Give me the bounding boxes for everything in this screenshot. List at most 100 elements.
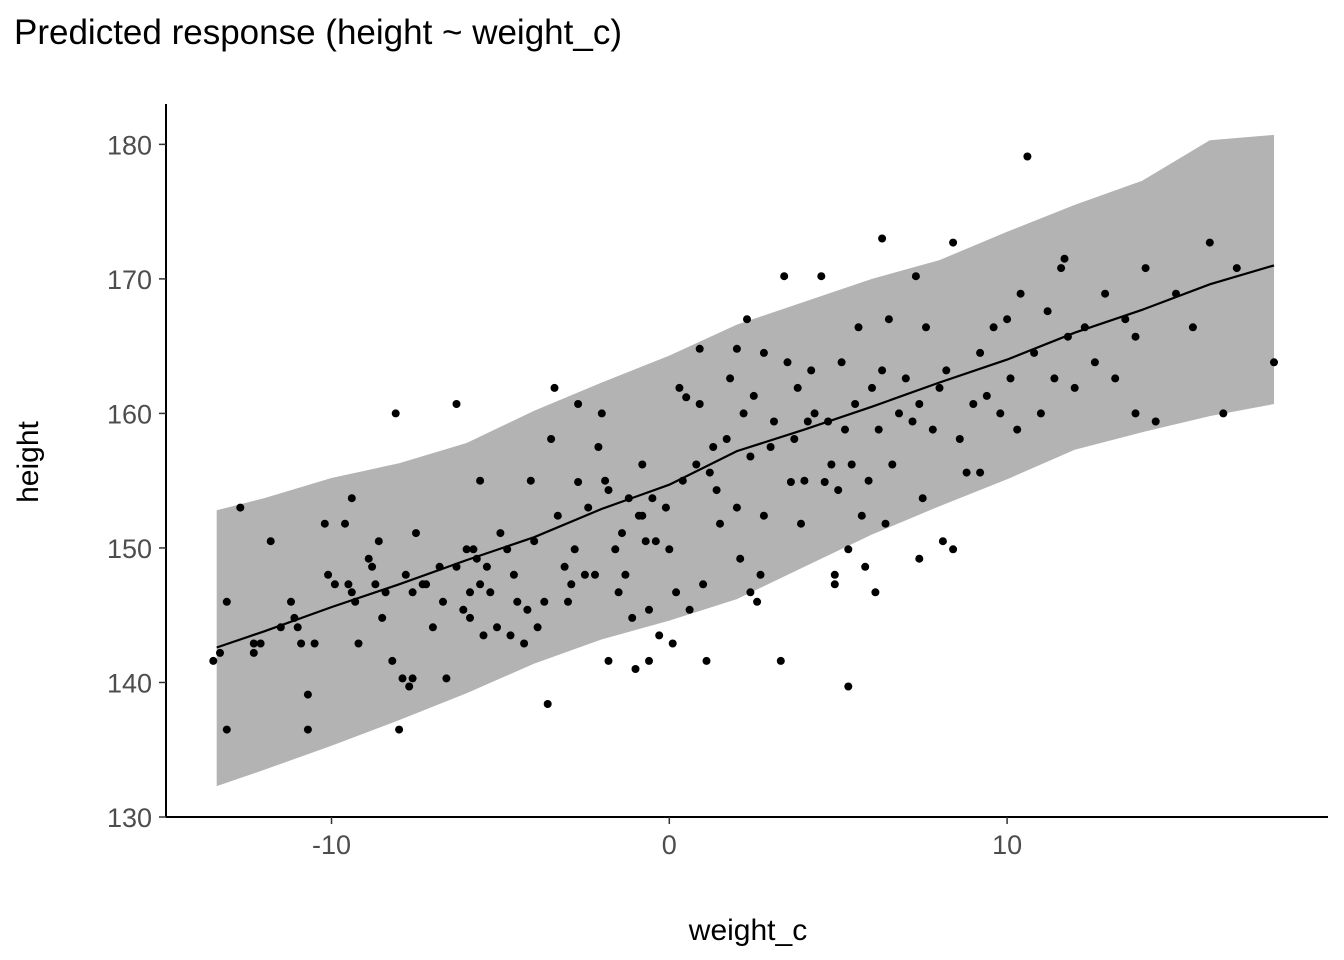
data-point (1023, 152, 1032, 161)
data-point (969, 400, 978, 408)
data-point (395, 725, 404, 734)
data-point (1232, 264, 1241, 273)
data-point (1030, 348, 1039, 357)
data-point (469, 545, 478, 554)
data-point (976, 468, 985, 477)
data-point (523, 605, 532, 614)
data-point (955, 435, 964, 443)
data-point (374, 537, 383, 546)
data-point (908, 417, 917, 426)
data-point (222, 597, 231, 606)
data-point (388, 656, 397, 665)
data-point (732, 503, 741, 512)
data-point (705, 468, 714, 477)
data-point (665, 545, 674, 554)
data-point (1131, 332, 1140, 341)
data-point (641, 537, 650, 546)
data-point (976, 348, 985, 357)
data-point (675, 383, 684, 392)
data-point (1013, 425, 1022, 434)
data-point (1141, 264, 1150, 273)
data-point (949, 545, 958, 554)
data-point (584, 503, 593, 512)
data-point (868, 383, 876, 392)
data-point (580, 570, 589, 579)
prediction-interval-band (216, 134, 1275, 787)
data-point (864, 476, 873, 485)
data-point (881, 519, 890, 528)
data-point (861, 562, 870, 571)
data-point (1172, 289, 1180, 298)
data-point (371, 580, 380, 589)
data-point (520, 639, 529, 648)
data-point (820, 478, 829, 486)
data-point (790, 435, 799, 443)
data-point (1070, 383, 1079, 392)
data-point (841, 425, 849, 434)
data-point (249, 639, 258, 648)
data-point (871, 588, 880, 597)
data-point (709, 443, 718, 451)
data-point (368, 562, 377, 571)
data-point (935, 383, 944, 392)
data-point (655, 631, 664, 640)
data-point (276, 623, 285, 632)
data-point (266, 537, 275, 546)
data-point (526, 476, 535, 485)
data-point (1205, 238, 1214, 247)
data-point (601, 476, 610, 485)
data-point (982, 391, 991, 400)
data-point (401, 570, 410, 579)
data-point (209, 656, 218, 665)
data-point (624, 494, 633, 503)
data-point (756, 570, 765, 579)
data-point (996, 409, 1005, 418)
data-point (604, 486, 613, 495)
data-point (651, 537, 660, 546)
data-point (496, 529, 505, 538)
data-point (1003, 315, 1012, 324)
data-point (530, 537, 539, 546)
data-point (682, 393, 691, 402)
data-point (874, 425, 883, 434)
data-point (249, 648, 258, 657)
data-point (692, 460, 701, 469)
data-point (638, 460, 647, 469)
data-point (746, 588, 755, 597)
data-point (594, 443, 603, 451)
data-point (503, 545, 512, 554)
data-point (564, 597, 572, 606)
data-point (479, 631, 488, 640)
data-point (570, 545, 579, 554)
data-point (341, 519, 349, 528)
data-point (391, 409, 400, 418)
y-tick-label: 150 (107, 534, 152, 564)
data-point (759, 348, 768, 357)
data-point (550, 383, 559, 392)
data-point (766, 443, 775, 451)
y-tick-label: 180 (107, 130, 152, 160)
data-point (1036, 409, 1045, 418)
data-point (1188, 323, 1197, 332)
data-point (732, 344, 741, 353)
data-point (743, 315, 751, 324)
y-tick-label: 160 (107, 399, 152, 429)
data-point (310, 639, 319, 648)
x-tick-label: 0 (662, 830, 677, 860)
data-point (1131, 409, 1140, 418)
data-point (567, 580, 576, 589)
data-point (668, 639, 677, 648)
data-point (435, 562, 444, 571)
data-point (476, 476, 485, 485)
data-point (854, 323, 863, 332)
data-point (844, 545, 853, 554)
data-point (398, 674, 407, 683)
data-point (884, 315, 893, 324)
data-point (783, 358, 792, 367)
data-point (1060, 254, 1069, 263)
data-point (915, 554, 924, 563)
data-point (408, 588, 417, 597)
data-point (553, 511, 562, 520)
x-axis-title: weight_c (688, 914, 807, 947)
